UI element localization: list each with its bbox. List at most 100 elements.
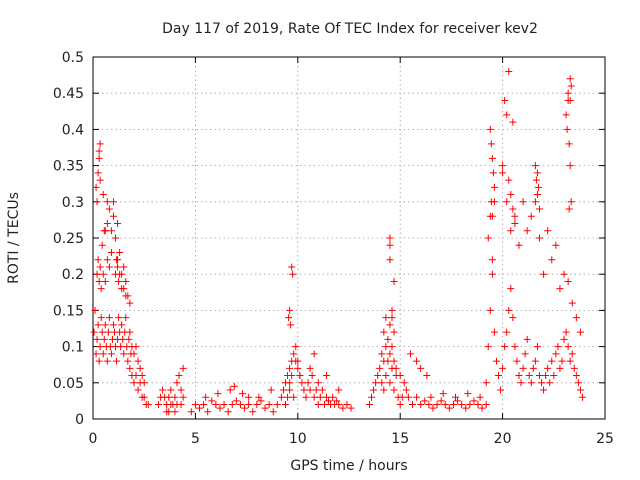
data-point — [335, 386, 343, 394]
data-point — [115, 314, 123, 322]
data-point — [100, 335, 108, 343]
data-point — [566, 162, 574, 170]
data-point — [126, 364, 134, 372]
data-point — [96, 263, 104, 271]
data-point — [413, 393, 421, 401]
data-point — [122, 277, 130, 285]
data-point — [513, 357, 521, 365]
data-point — [515, 241, 523, 249]
y-tick-label: 0 — [75, 412, 84, 428]
data-point — [533, 343, 541, 351]
data-point — [249, 408, 257, 416]
data-point — [563, 125, 571, 133]
data-point — [388, 306, 396, 314]
data-point — [200, 401, 208, 409]
data-point — [212, 401, 220, 409]
data-point — [554, 343, 562, 351]
data-point — [109, 321, 117, 329]
data-points — [90, 67, 586, 416]
data-point — [529, 364, 537, 372]
data-point — [101, 227, 109, 235]
data-point — [497, 386, 505, 394]
data-point — [314, 379, 322, 387]
data-point — [548, 256, 556, 264]
x-tick-label: 25 — [596, 431, 614, 447]
data-point — [492, 357, 500, 365]
data-point — [386, 241, 394, 249]
data-point — [486, 306, 494, 314]
data-point — [437, 397, 445, 405]
data-point — [236, 401, 244, 409]
data-point — [101, 277, 109, 285]
data-point — [165, 408, 173, 416]
data-point — [390, 328, 398, 336]
x-axis-label: GPS time / hours — [290, 458, 407, 474]
data-point — [487, 140, 495, 148]
data-point — [322, 372, 330, 380]
data-point — [224, 408, 232, 416]
data-point — [390, 277, 398, 285]
data-point — [488, 154, 496, 162]
data-point — [517, 379, 525, 387]
data-point — [95, 277, 103, 285]
y-axis-label: ROTI / TECUs — [6, 192, 22, 284]
data-point — [98, 328, 106, 336]
data-point — [527, 212, 535, 220]
data-point — [499, 162, 507, 170]
data-point — [177, 386, 185, 394]
data-point — [155, 401, 163, 409]
data-point — [556, 285, 564, 293]
data-point — [298, 379, 306, 387]
data-point — [509, 118, 517, 126]
data-point — [306, 364, 314, 372]
data-point — [487, 198, 495, 206]
y-tick-label: 0.5 — [62, 50, 84, 66]
data-point — [501, 96, 509, 104]
data-point — [439, 390, 447, 398]
data-point — [226, 386, 234, 394]
data-point — [386, 379, 394, 387]
data-point — [558, 357, 566, 365]
data-point — [101, 321, 109, 329]
data-point — [159, 386, 167, 394]
data-point — [109, 198, 117, 206]
data-point — [292, 343, 300, 351]
data-point — [523, 335, 531, 343]
data-point — [144, 401, 152, 409]
data-point — [322, 393, 330, 401]
data-point — [261, 404, 269, 412]
data-point — [95, 147, 103, 155]
data-point — [488, 256, 496, 264]
data-point — [318, 386, 326, 394]
data-point — [114, 263, 122, 271]
data-point — [90, 328, 98, 336]
data-point — [97, 314, 105, 322]
data-point — [507, 227, 515, 235]
data-point — [376, 364, 384, 372]
data-point — [490, 328, 498, 336]
data-point — [560, 270, 568, 278]
data-point — [386, 321, 394, 329]
data-point — [378, 350, 386, 358]
data-point — [132, 343, 140, 351]
data-point — [105, 205, 113, 213]
data-point — [204, 408, 212, 416]
data-point — [578, 393, 586, 401]
data-point — [103, 357, 111, 365]
x-axis-ticks: 0 5 10 15 20 25 — [89, 57, 614, 447]
data-point — [484, 343, 492, 351]
data-point — [96, 176, 104, 184]
data-point — [454, 397, 462, 405]
data-point — [125, 335, 133, 343]
data-point — [503, 328, 511, 336]
data-point — [570, 364, 578, 372]
data-point — [531, 357, 539, 365]
data-point — [567, 198, 575, 206]
data-point — [464, 390, 472, 398]
data-point — [386, 234, 394, 242]
data-point — [423, 372, 431, 380]
data-point — [284, 393, 292, 401]
data-point — [505, 306, 513, 314]
data-point — [339, 404, 347, 412]
